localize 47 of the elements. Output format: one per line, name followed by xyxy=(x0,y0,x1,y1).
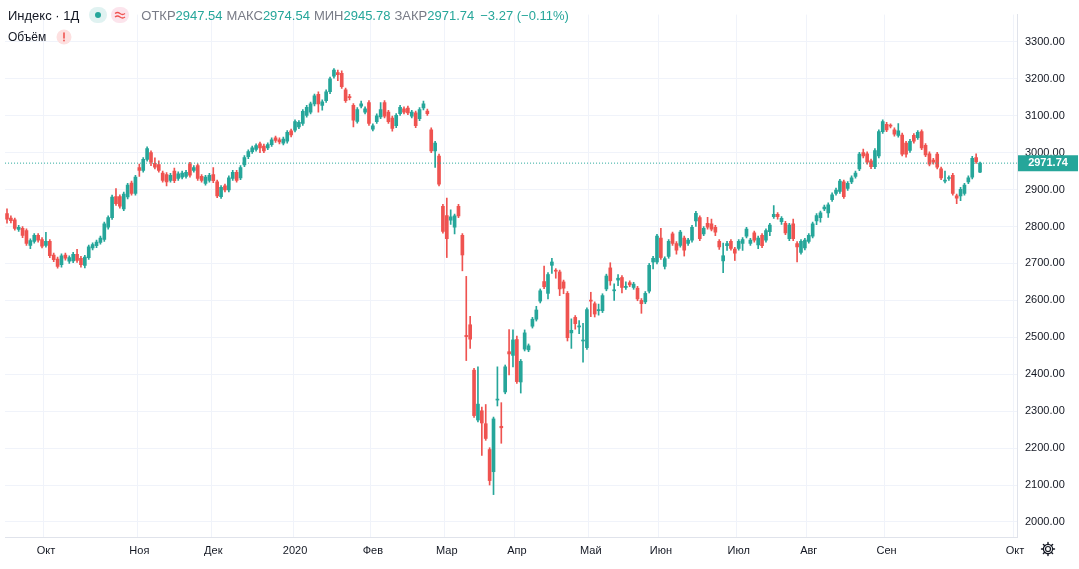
candlestick xyxy=(771,205,776,219)
x-tick-label: Дек xyxy=(204,544,223,557)
annotation: −3.27 (−0.11%) xyxy=(480,7,569,23)
annotation: 2974.54 xyxy=(262,7,310,23)
x-tick-label: Июл xyxy=(727,544,750,557)
x-tick-label: Апр xyxy=(507,544,527,557)
candlestick xyxy=(795,241,799,263)
x-tick-label: 2020 xyxy=(282,544,308,557)
annotation: МИН xyxy=(313,7,344,23)
annotation: 2947.54 xyxy=(175,7,223,23)
y-tick-label: 3000.00 xyxy=(1025,145,1065,158)
ref-line-label: 2971.74 xyxy=(1028,156,1069,169)
x-tick-label: Окт xyxy=(36,544,56,557)
x-tick-label: Июн xyxy=(649,544,672,557)
x-tick-label: Май xyxy=(580,544,602,557)
y-tick-label: 3200.00 xyxy=(1025,71,1065,84)
candlestick xyxy=(624,281,628,290)
annotation: МАКС xyxy=(226,7,263,23)
x-tick-label: Авг xyxy=(800,544,818,557)
annotation: ОТКР xyxy=(141,7,176,23)
annotation: ЗАКР xyxy=(394,7,428,23)
y-tick-label: 2400.00 xyxy=(1025,367,1065,380)
y-tick-label: 2900.00 xyxy=(1025,182,1065,195)
y-tick-label: 2800.00 xyxy=(1025,219,1065,232)
annotation: 2971.74 xyxy=(427,7,475,23)
y-tick-label: 3100.00 xyxy=(1025,108,1065,121)
x-tick-label: Фев xyxy=(362,544,384,557)
y-tick-label: 2500.00 xyxy=(1025,330,1065,343)
candlestick xyxy=(499,402,504,444)
y-tick-label: 2200.00 xyxy=(1025,441,1065,454)
x-tick-label: Окт xyxy=(1005,544,1025,557)
candlestick xyxy=(550,257,554,274)
y-tick-label: 3300.00 xyxy=(1025,34,1065,47)
y-tick-label: 2600.00 xyxy=(1025,293,1065,306)
candlestick xyxy=(507,329,511,376)
candlestick xyxy=(721,242,725,274)
y-tick-label: 2300.00 xyxy=(1025,404,1065,417)
y-tick-label: 2000.00 xyxy=(1025,514,1065,527)
candlestick xyxy=(612,283,616,301)
x-tick-label: Сен xyxy=(876,544,897,557)
y-tick-label: 2100.00 xyxy=(1025,478,1065,491)
chart-title: Индекс · 1Д xyxy=(8,7,80,23)
y-tick-label: 2700.00 xyxy=(1025,256,1065,269)
x-tick-label: Ноя xyxy=(129,544,150,557)
annotation: Объём xyxy=(8,30,47,44)
x-tick-label: Мар xyxy=(436,544,458,557)
annotation: 2945.78 xyxy=(343,7,391,23)
